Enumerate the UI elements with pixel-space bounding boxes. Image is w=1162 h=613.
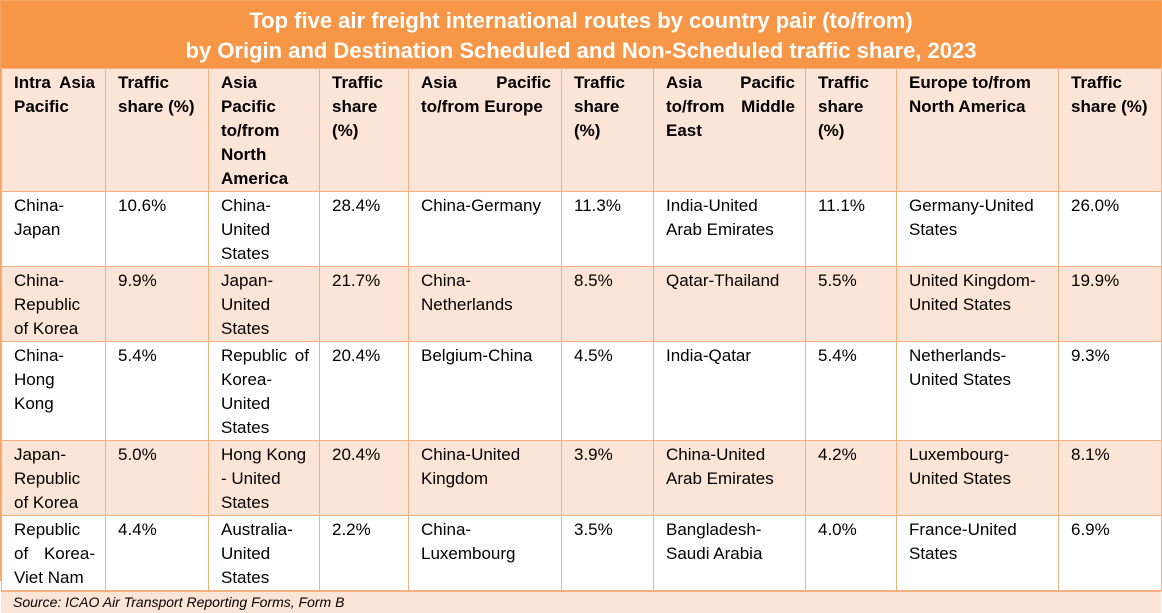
table-row: China-Republic of Korea 9.9% Japan-Unite… (1, 266, 1162, 342)
table-cell: 28.4% (319, 191, 409, 267)
table-cell: 3.5% (561, 515, 654, 591)
table-cell: Belgium-China (408, 341, 562, 441)
col-header: Intra Asia Pacific (1, 68, 106, 192)
table-cell: 21.7% (319, 266, 409, 342)
table-cell: 8.5% (561, 266, 654, 342)
title-banner: Top five air freight international route… (1, 1, 1161, 68)
table-row: Japan-Republic of Korea 5.0% Hong Kong -… (1, 440, 1162, 516)
table-cell: China-Japan (1, 191, 106, 267)
table-cell: 3.9% (561, 440, 654, 516)
table-cell: France-United States (896, 515, 1059, 591)
table-cell: Republic of Korea-United States (208, 341, 320, 441)
source-note: Source: ICAO Air Transport Reporting For… (1, 591, 1161, 613)
header-row: Intra Asia Pacific Traffic share (%) Asi… (1, 68, 1162, 192)
table-cell: 6.9% (1058, 515, 1162, 591)
table-cell: Germany-United States (896, 191, 1059, 267)
col-header: Traffic share (%) (105, 68, 209, 192)
title-line-2: by Origin and Destination Scheduled and … (185, 38, 977, 63)
table-cell: 5.4% (105, 341, 209, 441)
table-cell: Netherlands-United States (896, 341, 1059, 441)
table-cell: China-Republic of Korea (1, 266, 106, 342)
table-cell: Japan-Republic of Korea (1, 440, 106, 516)
col-header: Traffic share (%) (1058, 68, 1162, 192)
table-cell: 20.4% (319, 341, 409, 441)
table-cell: Republic of Korea-Viet Nam (1, 515, 106, 591)
table-cell: India-Qatar (653, 341, 806, 441)
col-header: Traffic share (%) (561, 68, 654, 192)
col-header: Traffic share (%) (319, 68, 409, 192)
table-cell: Australia-United States (208, 515, 320, 591)
routes-table: Intra Asia Pacific Traffic share (%) Asi… (1, 68, 1162, 591)
table-cell: Qatar-Thailand (653, 266, 806, 342)
table-cell: 9.3% (1058, 341, 1162, 441)
table-cell: China-Hong Kong (1, 341, 106, 441)
table-cell: India-United Arab Emirates (653, 191, 806, 267)
table-cell: Bangladesh-Saudi Arabia (653, 515, 806, 591)
title-line-1: Top five air freight international route… (249, 8, 913, 33)
table-cell: United Kingdom-United States (896, 266, 1059, 342)
table-cell: 11.1% (805, 191, 897, 267)
col-header: Asia Pacific to/from Europe (408, 68, 562, 192)
table-cell: China-United Arab Emirates (653, 440, 806, 516)
table-cell: 5.0% (105, 440, 209, 516)
table-row: Republic of Korea-Viet Nam 4.4% Australi… (1, 515, 1162, 591)
table-cell: 11.3% (561, 191, 654, 267)
table-cell: Luxembourg-United States (896, 440, 1059, 516)
table-cell: 8.1% (1058, 440, 1162, 516)
col-header: Asia Pacific to/from Middle East (653, 68, 806, 192)
col-header: Traffic share (%) (805, 68, 897, 192)
table-cell: 5.5% (805, 266, 897, 342)
table-row: China-Hong Kong 5.4% Republic of Korea-U… (1, 341, 1162, 441)
col-header: Europe to/from North America (896, 68, 1059, 192)
table-cell: 9.9% (105, 266, 209, 342)
table-cell: 20.4% (319, 440, 409, 516)
table-cell: 26.0% (1058, 191, 1162, 267)
table-cell: China-Netherlands (408, 266, 562, 342)
table-cell: 4.4% (105, 515, 209, 591)
table-cell: Hong Kong - United States (208, 440, 320, 516)
table-cell: 19.9% (1058, 266, 1162, 342)
table-cell: 10.6% (105, 191, 209, 267)
table-cell: China-United States (208, 191, 320, 267)
table-cell: 4.2% (805, 440, 897, 516)
table-cell: 4.0% (805, 515, 897, 591)
col-header: Asia Pacific to/from North America (208, 68, 320, 192)
table-cell: Japan-United States (208, 266, 320, 342)
table-cell: 2.2% (319, 515, 409, 591)
table-cell: 5.4% (805, 341, 897, 441)
table-cell: China-Luxembourg (408, 515, 562, 591)
table-cell: China-Germany (408, 191, 562, 267)
table-cell: 4.5% (561, 341, 654, 441)
table-cell: China-United Kingdom (408, 440, 562, 516)
table-row: China-Japan 10.6% China-United States 28… (1, 191, 1162, 267)
